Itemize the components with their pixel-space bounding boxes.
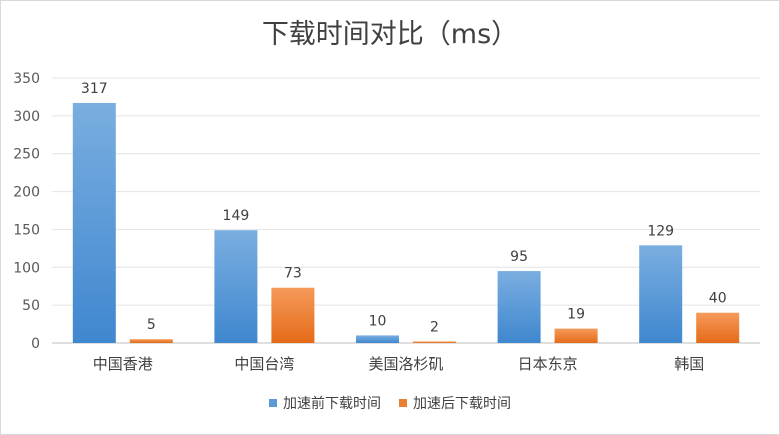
legend-label-after: 加速后下载时间 <box>413 396 511 412</box>
bar-after <box>554 328 598 343</box>
y-tick-label: 150 <box>13 222 40 238</box>
chart-title: 下载时间对比（ms） <box>261 19 519 50</box>
data-label: 73 <box>284 266 302 282</box>
legend-swatch-before <box>269 399 277 407</box>
data-label: 317 <box>81 81 108 97</box>
category-label: 韩国 <box>674 355 704 373</box>
bar-before <box>497 271 541 343</box>
category-label: 中国香港 <box>93 355 153 373</box>
legend-item-before: 加速前下载时间 <box>269 393 381 413</box>
bar-after <box>696 312 740 343</box>
bar-after <box>413 341 456 343</box>
y-axis: 0 50 100 150 200 250 300 350 <box>13 71 40 352</box>
data-label: 10 <box>369 313 387 329</box>
data-label: 149 <box>223 208 250 224</box>
y-tick-label: 300 <box>13 109 40 125</box>
y-tick-label: 50 <box>22 298 40 314</box>
data-label: 40 <box>709 291 727 307</box>
data-label: 2 <box>430 319 439 335</box>
bar-after <box>271 287 315 343</box>
category-label: 日本东京 <box>518 355 578 373</box>
y-tick-label: 100 <box>13 260 40 276</box>
y-tick-label: 350 <box>13 71 40 87</box>
bars <box>72 102 740 343</box>
bar-before <box>72 102 116 343</box>
bar-before <box>356 335 399 343</box>
data-label: 5 <box>147 317 156 333</box>
data-label: 129 <box>647 223 674 239</box>
y-tick-label: 0 <box>31 336 40 352</box>
labels: 317 5 中国香港 149 73 中国台湾 10 2 美国洛杉矶 95 19 日本东京 129 40 韩国 <box>81 81 727 373</box>
category-label: 中国台湾 <box>234 355 294 373</box>
legend: 加速前下载时间 加速后下载时间 <box>0 393 780 413</box>
y-tick-label: 250 <box>13 147 40 163</box>
legend-item-after: 加速后下载时间 <box>399 393 511 413</box>
category-label: 美国洛杉矶 <box>368 355 443 373</box>
y-tick-label: 200 <box>13 185 40 201</box>
bar-before <box>639 245 683 343</box>
bar-after <box>129 339 173 343</box>
data-label: 19 <box>567 307 585 323</box>
legend-label-before: 加速前下载时间 <box>283 396 381 412</box>
data-label: 95 <box>510 249 528 265</box>
legend-swatch-after <box>399 399 407 407</box>
bar-before <box>214 230 258 343</box>
